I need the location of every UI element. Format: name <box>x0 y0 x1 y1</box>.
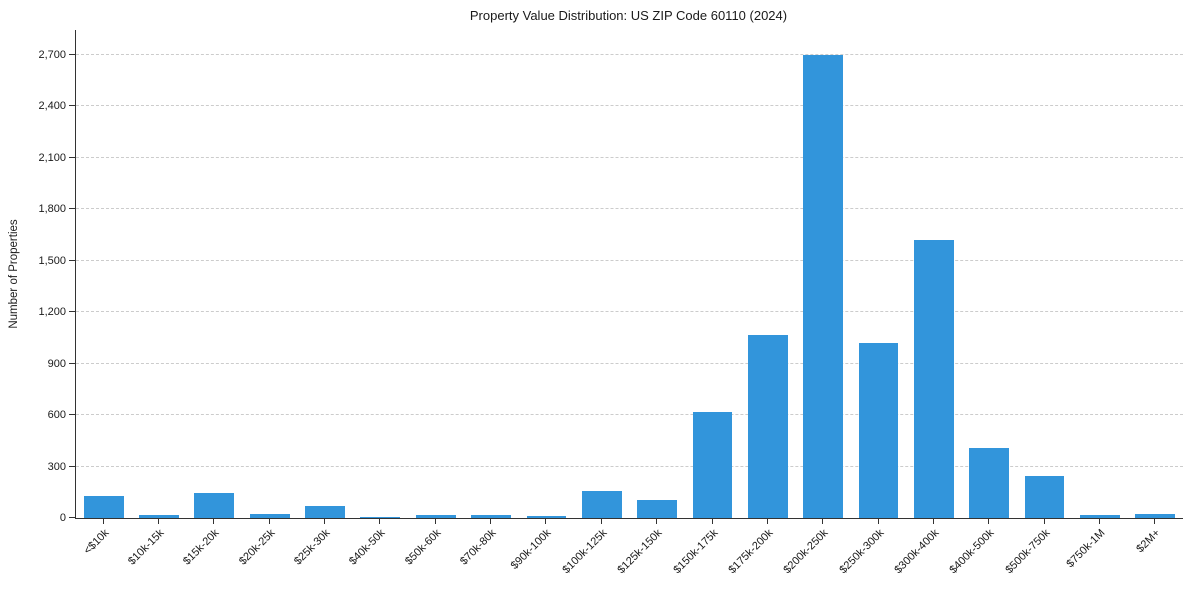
bar <box>526 516 567 518</box>
bars-container <box>76 30 1183 518</box>
y-tick-mark <box>69 156 75 158</box>
bar <box>692 411 733 518</box>
y-tick-label: 2,700 <box>38 49 66 62</box>
y-tick-label: 1,500 <box>38 254 66 267</box>
x-tick-mark <box>434 519 436 524</box>
x-tick-mark <box>102 519 104 524</box>
bar-slot <box>740 30 795 518</box>
y-tick-mark <box>69 362 75 364</box>
y-tick-mark <box>69 105 75 107</box>
bar <box>747 334 788 518</box>
x-tick-mark <box>1154 519 1156 524</box>
bar-slot <box>76 30 131 518</box>
x-tick-mark <box>268 519 270 524</box>
gridline <box>76 414 1183 416</box>
y-tick-mark <box>69 208 75 210</box>
gridline <box>76 311 1183 313</box>
gridline <box>76 259 1183 261</box>
bar <box>581 490 622 518</box>
bar-slot <box>629 30 684 518</box>
y-tick-mark <box>69 259 75 261</box>
bar <box>1135 513 1176 518</box>
y-tick-label: 2,100 <box>38 151 66 164</box>
bar <box>83 495 124 518</box>
gridline <box>76 54 1183 56</box>
bar-slot <box>297 30 352 518</box>
x-tick-mark <box>545 519 547 524</box>
bar-slot <box>187 30 242 518</box>
x-tick-mark <box>490 519 492 524</box>
bar <box>415 514 456 518</box>
x-tick-mark <box>1043 519 1045 524</box>
bar <box>803 55 844 518</box>
bar-slot <box>795 30 850 518</box>
y-tick-label: 0 <box>59 512 66 524</box>
x-tick-mark <box>656 519 658 524</box>
x-tick-mark <box>379 519 381 524</box>
bar-slot <box>574 30 629 518</box>
gridline <box>76 208 1183 210</box>
bar-slot <box>851 30 906 518</box>
bar-slot <box>1128 30 1183 518</box>
bar <box>471 515 511 518</box>
y-tick-mark <box>69 311 75 313</box>
bar-slot <box>1017 30 1072 518</box>
bar <box>637 500 678 518</box>
bar-slot <box>353 30 408 518</box>
bar <box>858 343 899 518</box>
y-tick-label: 1,200 <box>38 306 66 319</box>
bar-slot <box>519 30 574 518</box>
x-tick-mark <box>1098 519 1100 524</box>
bar-slot <box>906 30 961 518</box>
bar <box>913 240 954 518</box>
x-tick-mark <box>600 519 602 524</box>
bar-slot <box>685 30 740 518</box>
bar <box>194 493 235 518</box>
bar <box>969 447 1010 518</box>
bar <box>1079 514 1120 518</box>
y-tick-label: 2,400 <box>38 100 66 113</box>
bar-slot <box>242 30 297 518</box>
bar-slot <box>131 30 186 518</box>
chart-title: Property Value Distribution: US ZIP Code… <box>469 8 788 23</box>
y-tick-label: 1,800 <box>38 203 66 216</box>
x-tick-mark <box>822 519 824 524</box>
x-tick-mark <box>766 519 768 524</box>
y-tick-mark <box>69 465 75 467</box>
bar-slot <box>962 30 1017 518</box>
gridline <box>76 362 1183 364</box>
y-tick-mark <box>69 414 75 416</box>
y-tick-label: 600 <box>47 409 66 422</box>
y-tick-label: 300 <box>47 460 66 473</box>
bar <box>249 513 290 518</box>
gridline <box>76 156 1183 158</box>
gridline <box>76 105 1183 107</box>
x-tick-mark <box>324 519 326 524</box>
x-tick-mark <box>988 519 990 524</box>
bar-slot <box>1072 30 1127 518</box>
x-tick-mark <box>158 519 160 524</box>
bar <box>305 506 345 518</box>
plot-area <box>75 30 1183 519</box>
y-tick-label: 900 <box>47 357 66 370</box>
bar <box>360 517 401 518</box>
y-tick-mark <box>69 54 75 56</box>
bar-slot <box>463 30 518 518</box>
x-tick-mark <box>877 519 879 524</box>
x-tick-mark <box>213 519 215 524</box>
x-tick-mark <box>711 519 713 524</box>
bar <box>139 514 179 518</box>
y-tick-mark <box>69 517 75 518</box>
bar <box>1024 476 1065 518</box>
x-tick-mark <box>932 519 934 524</box>
bar-slot <box>408 30 463 518</box>
gridline <box>76 465 1183 467</box>
x-tick-label: <$10k <box>81 527 112 557</box>
